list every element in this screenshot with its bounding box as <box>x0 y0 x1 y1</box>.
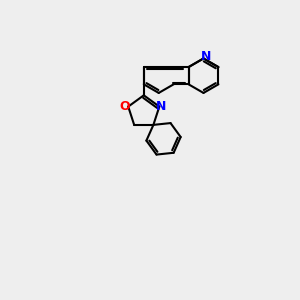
Text: N: N <box>201 50 211 64</box>
Text: N: N <box>156 100 166 113</box>
Text: O: O <box>119 100 130 113</box>
